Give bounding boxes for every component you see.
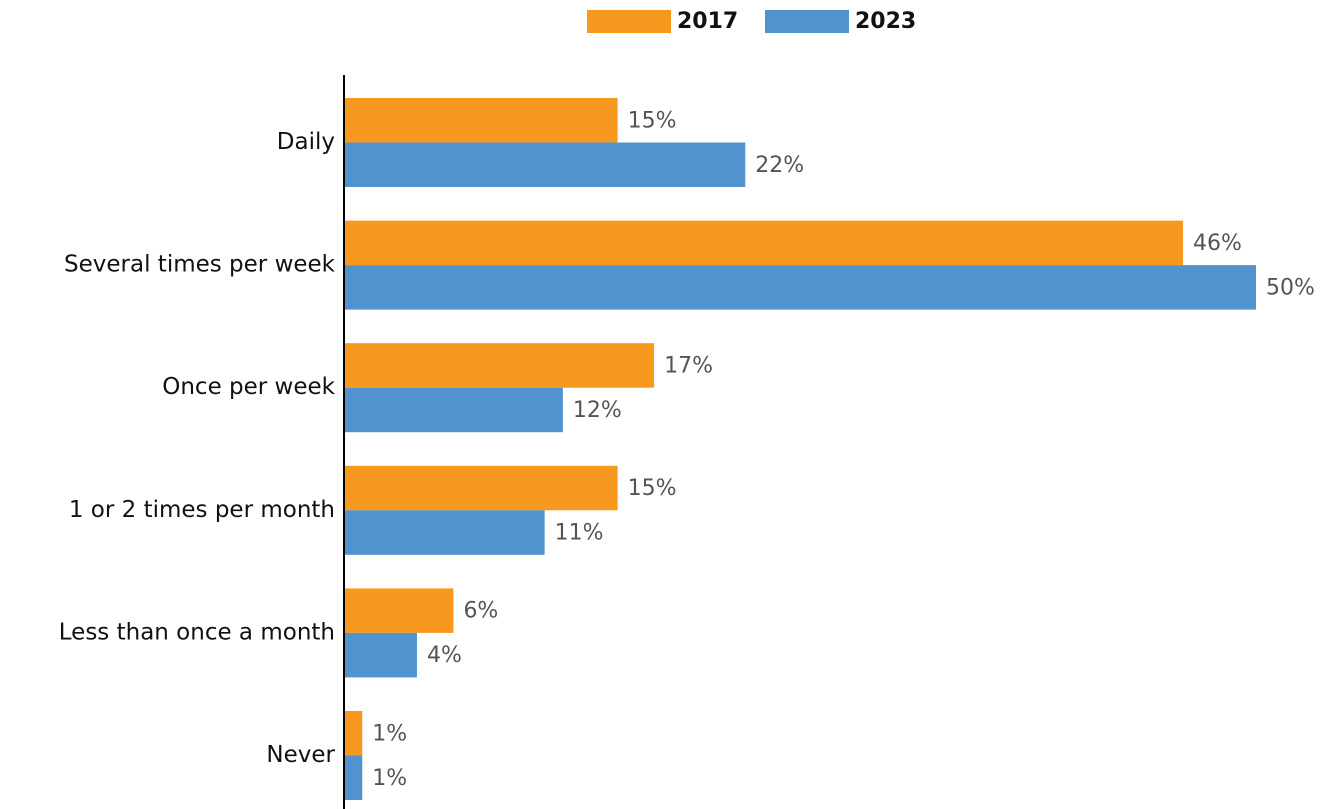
category-label: Several times per week — [64, 252, 336, 278]
value-label: 11% — [555, 521, 604, 546]
value-label: 22% — [755, 153, 804, 178]
category-label: Once per week — [162, 374, 335, 400]
bar — [344, 142, 746, 187]
value-label: 15% — [628, 108, 677, 133]
bar — [344, 220, 1184, 266]
bar — [344, 465, 618, 511]
legend-label: 2023 — [855, 9, 916, 34]
bar — [344, 711, 363, 756]
value-label: 46% — [1193, 231, 1242, 256]
value-label: 17% — [664, 353, 713, 378]
value-label: 6% — [463, 599, 498, 624]
category-label: Daily — [277, 129, 335, 155]
bar — [344, 510, 545, 555]
bar — [344, 755, 363, 800]
value-label: 4% — [427, 643, 462, 668]
value-label: 12% — [573, 398, 622, 423]
value-label: 15% — [628, 476, 677, 501]
bar — [344, 588, 454, 633]
value-label: 1% — [372, 721, 407, 746]
value-label: 50% — [1266, 275, 1315, 300]
category-label: Less than once a month — [59, 619, 335, 645]
legend-label: 2017 — [677, 9, 738, 34]
bar — [344, 265, 1256, 310]
bar — [344, 632, 417, 678]
bar — [344, 343, 655, 388]
legend-swatch — [587, 10, 671, 33]
value-label: 1% — [372, 766, 407, 791]
bar — [344, 387, 563, 433]
bar — [344, 98, 618, 143]
category-label: 1 or 2 times per month — [69, 497, 335, 523]
legend-swatch — [765, 10, 849, 33]
category-label: Never — [266, 742, 335, 768]
